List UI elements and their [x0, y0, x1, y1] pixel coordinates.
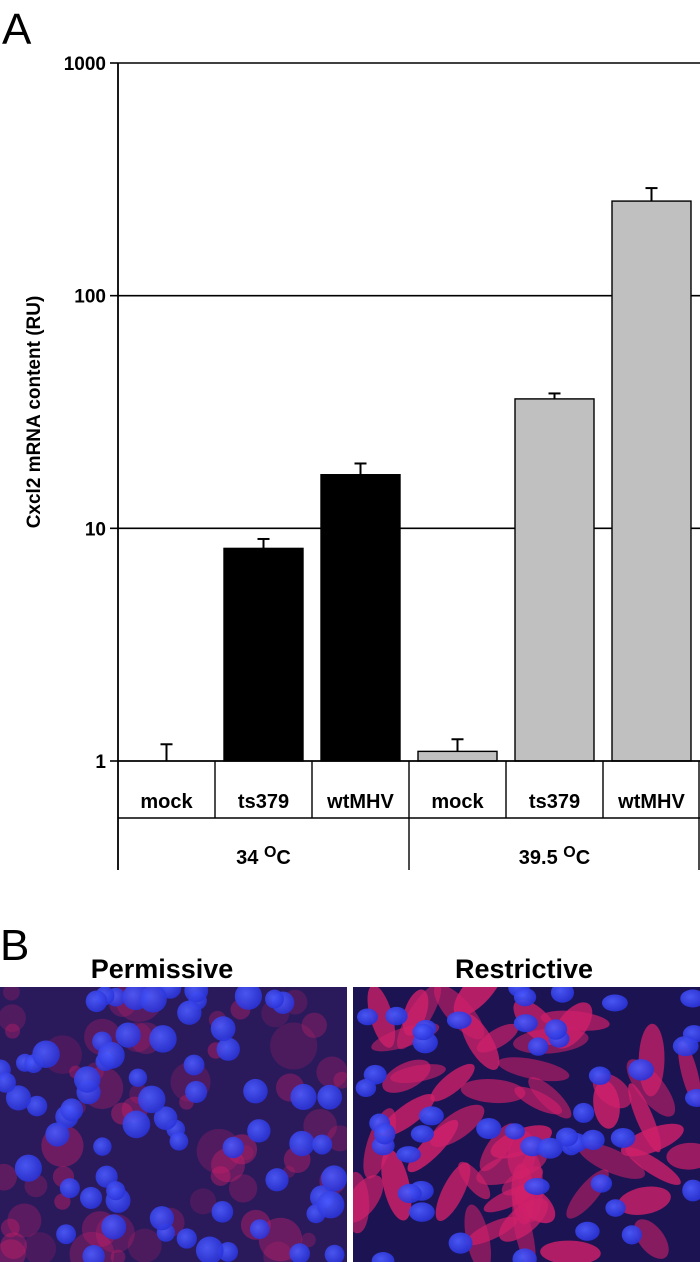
gridlines [118, 62, 700, 530]
panel-a-letter: A [2, 5, 32, 54]
category-label-0: mock [140, 791, 193, 813]
bars [160, 187, 692, 762]
micrograph-divider [347, 987, 353, 1262]
permissive-micrograph [0, 987, 347, 1262]
permissive-label: Permissive [91, 954, 234, 984]
category-label-4: ts379 [529, 791, 580, 813]
category-label-5: wtMHV [617, 791, 685, 813]
y-axis-title: Cxcl2 mRNA content (RU) [24, 296, 45, 529]
category-label-3: mock [431, 791, 484, 813]
restrictive-label: Restrictive [455, 954, 593, 984]
y-tick-label-1000: 1000 [64, 54, 106, 75]
y-tick-label-1: 1 [95, 752, 106, 773]
y-tick-label-10: 10 [85, 519, 106, 540]
restrictive-micrograph [353, 987, 700, 1262]
group-label-0: 34 OC [236, 844, 291, 869]
category-labels: mock ts379 wtMHV mock ts379 wtMHV [140, 791, 685, 813]
bar-5 [611, 200, 692, 762]
category-label-1: ts379 [238, 791, 289, 813]
bar-2 [320, 474, 401, 762]
group-labels: 34 OC 39.5 OC [236, 844, 590, 869]
panel-b-letter: B [0, 921, 29, 970]
y-ticks: 1 10 100 1000 [64, 54, 118, 773]
category-label-2: wtMHV [326, 791, 394, 813]
group-label-1: 39.5 OC [519, 844, 590, 869]
bar-4 [514, 398, 595, 762]
axes [117, 63, 700, 870]
bar-1 [223, 547, 304, 762]
y-tick-label-100: 100 [74, 287, 106, 308]
bar-3 [417, 750, 498, 762]
